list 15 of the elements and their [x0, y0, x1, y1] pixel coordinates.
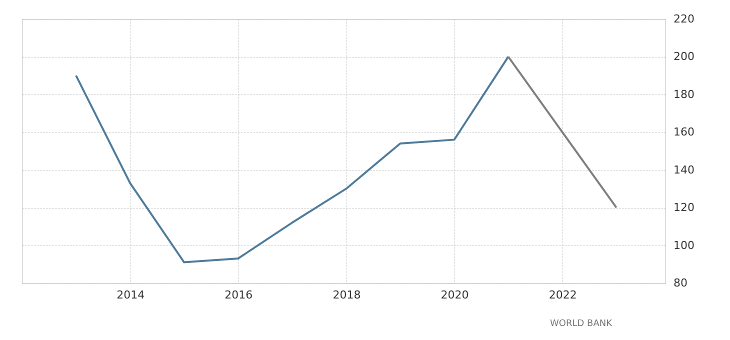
- y-tick-label: 160: [674, 126, 694, 139]
- x-tick-label: 2018: [332, 288, 361, 302]
- y-tick-label: 120: [674, 201, 694, 214]
- y-tick-label: 220: [674, 12, 694, 26]
- y-tick-label: 140: [674, 163, 694, 176]
- line-series: [75, 56, 510, 264]
- x-tick-label: 2016: [224, 288, 253, 302]
- y-tick-label: 100: [674, 238, 694, 252]
- y-tick-label: 200: [674, 50, 694, 64]
- text: WORLD BANK: [550, 319, 614, 329]
- x-tick-label: 2022: [548, 288, 577, 302]
- x-tick-label: 2014: [116, 288, 145, 302]
- y-tick-label: 180: [674, 88, 694, 101]
- y-tick-label: 80: [674, 276, 688, 290]
- x-tick-label: 2020: [440, 288, 469, 302]
